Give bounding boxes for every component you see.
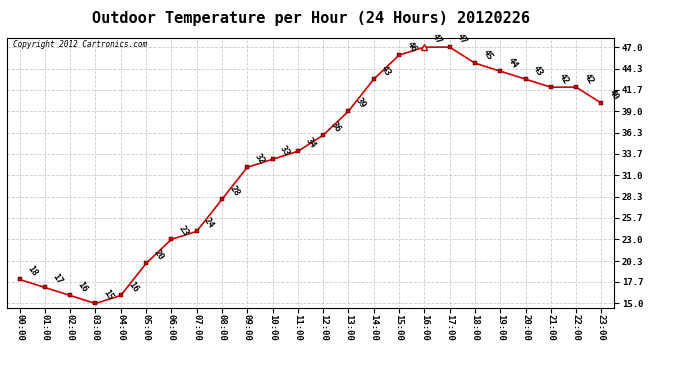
Text: 36: 36 [328, 120, 342, 134]
Text: 28: 28 [228, 184, 241, 198]
Text: 24: 24 [202, 216, 216, 230]
Text: 43: 43 [380, 64, 393, 78]
Text: 44: 44 [506, 56, 520, 70]
Text: 33: 33 [278, 144, 292, 158]
Text: 32: 32 [253, 152, 266, 166]
Text: 43: 43 [531, 64, 544, 78]
Text: 23: 23 [177, 224, 190, 238]
Text: 18: 18 [25, 264, 39, 278]
Text: 34: 34 [304, 136, 317, 150]
Text: 39: 39 [354, 96, 368, 110]
Text: Copyright 2012 Cartronics.com: Copyright 2012 Cartronics.com [13, 40, 147, 49]
Text: 40: 40 [607, 88, 620, 102]
Text: 16: 16 [126, 280, 140, 294]
Text: 45: 45 [480, 48, 494, 62]
Text: 46: 46 [404, 40, 418, 54]
Text: 17: 17 [50, 272, 64, 286]
Text: 42: 42 [582, 72, 595, 86]
Text: 16: 16 [76, 280, 89, 294]
Text: 15: 15 [101, 288, 115, 302]
Text: 20: 20 [152, 248, 165, 262]
Text: 42: 42 [556, 72, 570, 86]
Text: Outdoor Temperature per Hour (24 Hours) 20120226: Outdoor Temperature per Hour (24 Hours) … [92, 11, 529, 26]
Text: 47: 47 [430, 32, 444, 46]
Text: 47: 47 [455, 32, 469, 46]
